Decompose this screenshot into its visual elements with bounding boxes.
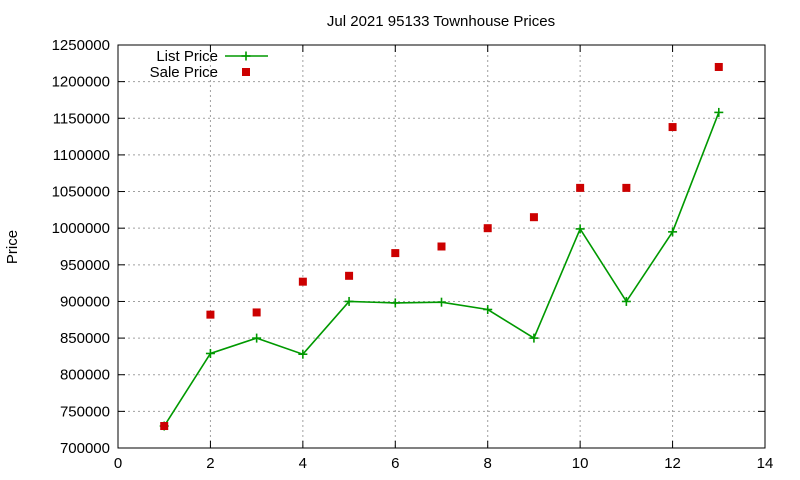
- list-price-point: [390, 298, 400, 308]
- x-tick-label: 0: [114, 455, 122, 472]
- y-tick-label: 850000: [60, 330, 110, 347]
- x-tick-label: 2: [206, 455, 214, 472]
- y-tick-label: 700000: [60, 440, 110, 457]
- legend-label-sale-price: Sale Price: [150, 64, 218, 81]
- y-tick-label: 900000: [60, 293, 110, 310]
- y-tick-label: 1100000: [53, 147, 110, 164]
- series-list-price: [159, 107, 724, 431]
- list-price-line: [163, 112, 720, 427]
- x-tick-label: 12: [664, 455, 681, 472]
- sale-price-point: [714, 62, 723, 71]
- list-price-point: [437, 297, 446, 307]
- list-price-point: [252, 333, 262, 343]
- y-tick-label: 800000: [60, 367, 110, 384]
- sale-price-point: [160, 422, 169, 431]
- x-tick-label: 4: [299, 455, 307, 472]
- sale-price-point: [345, 271, 354, 280]
- sale-price-point: [622, 183, 631, 192]
- chart-title: Jul 2021 95133 Townhouse Prices: [327, 13, 555, 30]
- x-tick-label: 10: [572, 455, 589, 472]
- y-tick-label: 1000000: [52, 220, 110, 237]
- sale-price-point: [668, 123, 677, 132]
- x-tick-label: 8: [484, 455, 492, 472]
- sale-price-point: [576, 183, 585, 192]
- y-tick-label: 950000: [60, 257, 110, 274]
- y-tick-label: 1150000: [53, 110, 110, 127]
- sale-price-point: [206, 310, 215, 319]
- list-price-point: [621, 296, 631, 306]
- y-tick-label: 1050000: [52, 184, 110, 201]
- grid: [118, 45, 765, 448]
- plot-frame: [117, 44, 766, 449]
- y-axis-label: Price: [4, 230, 21, 264]
- legend-marker-list-price: [241, 51, 251, 61]
- axis-ticks: 700000 750000 800000 850000 900000 950000 1000…: [52, 37, 774, 472]
- legend-marker-sale-price: [242, 68, 250, 76]
- x-tick-label: 14: [757, 455, 774, 472]
- list-price-point: [529, 333, 539, 343]
- sale-price-point: [252, 308, 261, 317]
- y-tick-label: 1250000: [52, 37, 110, 54]
- list-price-point: [668, 227, 678, 237]
- legend-label-list-price: List Price: [156, 48, 218, 65]
- list-price-point: [714, 107, 724, 117]
- list-price-point: [483, 305, 493, 315]
- series-sale-price: [160, 62, 723, 431]
- sale-price-point: [437, 242, 446, 251]
- y-tick-label: 1200000: [52, 74, 110, 91]
- list-price-point: [344, 296, 354, 306]
- sale-price-point: [298, 277, 307, 286]
- list-price-point: [575, 224, 585, 234]
- sale-price-point: [391, 249, 400, 258]
- y-tick-label: 750000: [60, 403, 110, 420]
- sale-price-point: [483, 224, 492, 233]
- list-price-point: [298, 349, 308, 359]
- x-tick-label: 6: [391, 455, 399, 472]
- list-price-point: [205, 348, 215, 358]
- sale-price-point: [529, 213, 538, 222]
